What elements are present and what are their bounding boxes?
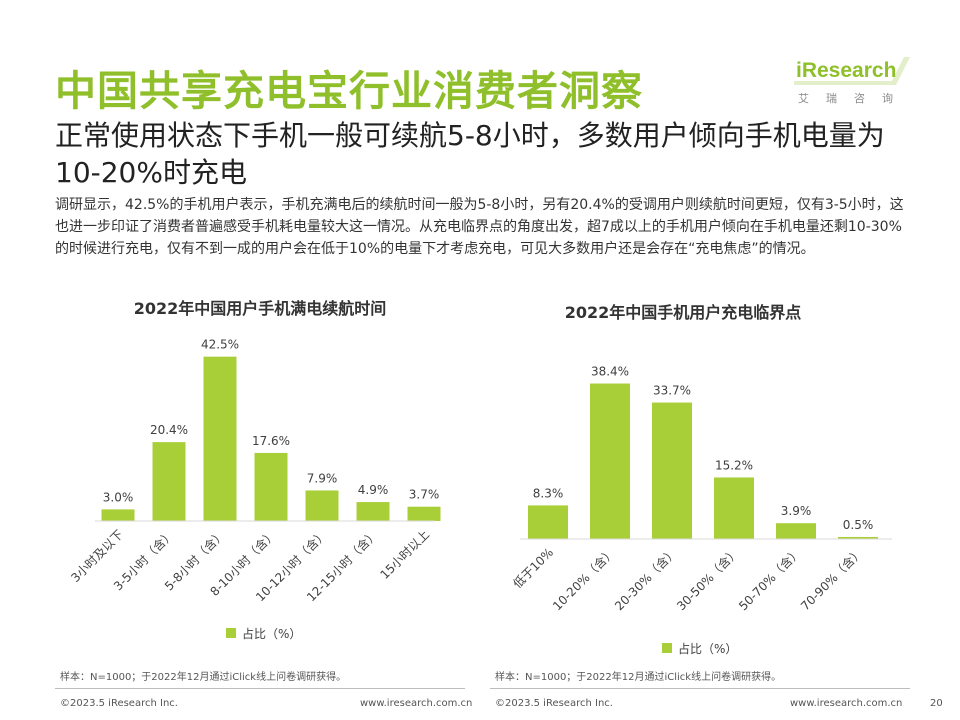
x-tick-label: 50-70%（含）: [735, 545, 804, 614]
bar: [407, 506, 441, 521]
data-label: 38.4%: [591, 365, 629, 379]
page-subtitle: 正常使用状态下手机一般可续航5-8小时，多数用户倾向手机电量为10-20%时充电: [55, 119, 885, 189]
bar: [203, 356, 237, 521]
chart-title: 2022年中国用户手机满电续航时间: [134, 299, 387, 318]
data-label: 15.2%: [715, 458, 753, 472]
legend-label: 占比（%）: [678, 641, 737, 656]
legend-label: 占比（%）: [242, 626, 301, 641]
data-label: 7.9%: [307, 471, 338, 485]
bar: [528, 505, 568, 539]
data-label: 3.0%: [103, 490, 134, 504]
chart-battery-life: 2022年中国用户手机满电续航时间 3.0% 20.4% 42.5% 17.6% 7.9…: [68, 299, 441, 641]
bar: [714, 477, 754, 539]
legend-swatch: [662, 643, 672, 653]
data-label: 4.9%: [358, 483, 389, 497]
x-tick-label: 10-20%（含）: [549, 545, 618, 614]
page-title: 中国共享充电宝行业消费者洞察: [55, 67, 643, 115]
footer-copyright-left: ©2023.5 iResearch Inc.: [60, 698, 178, 709]
x-tick-label: 低于10%: [510, 545, 556, 591]
x-tick-label: 30-50%（含）: [673, 545, 742, 614]
logo-brand-cn-text: 艾瑞咨询: [798, 92, 910, 105]
data-label: 17.6%: [252, 434, 290, 448]
chart-title: 2022年中国手机用户充电临界点: [565, 303, 802, 322]
page-description: 调研显示，42.5%的手机用户表示，手机充满电后的续航时间一般为5-8小时，另有…: [55, 197, 904, 257]
bar: [305, 490, 339, 521]
footer-url-right: www.iresearch.com.cn: [790, 698, 903, 709]
iresearch-logo: iResearch 艾瑞咨询: [792, 55, 912, 111]
legend-swatch: [226, 628, 236, 638]
data-label: 33.7%: [653, 384, 691, 398]
data-label: 42.5%: [201, 338, 239, 352]
bar: [776, 523, 816, 539]
bar: [356, 502, 390, 521]
x-tick-label: 15小时以上: [377, 527, 432, 582]
bar: [838, 536, 878, 539]
x-tick-label: 20-30%（含）: [611, 545, 680, 614]
data-label: 3.7%: [409, 488, 440, 502]
bar: [101, 509, 135, 521]
bar: [254, 452, 288, 521]
logo-leaf-shape: [794, 57, 910, 85]
footer-divider-right: [490, 688, 910, 689]
page-number: 20: [930, 698, 943, 709]
chart-charging-threshold: 2022年中国手机用户充电临界点 8.3% 38.4% 33.7% 15.2% 3.9%…: [510, 303, 892, 656]
data-label: 20.4%: [150, 423, 188, 437]
logo-brand-text: iResearch: [796, 59, 897, 82]
sample-note-right: 样本：N=1000；于2022年12月通过iClick线上问卷调研获得。: [495, 672, 782, 683]
data-label: 8.3%: [533, 486, 564, 500]
data-label: 0.5%: [843, 518, 874, 532]
footer-url-left: www.iresearch.com.cn: [360, 698, 473, 709]
data-label: 3.9%: [781, 504, 812, 518]
bar: [152, 442, 186, 521]
bar: [590, 383, 630, 539]
footer-copyright-right: ©2023.5 iResearch Inc.: [495, 698, 613, 709]
sample-note-left: 样本：N=1000；于2022年12月通过iClick线上问卷调研获得。: [60, 672, 347, 683]
x-tick-label: 70-90%（含）: [797, 545, 866, 614]
bar: [652, 402, 692, 539]
footer-divider-left: [55, 688, 465, 689]
